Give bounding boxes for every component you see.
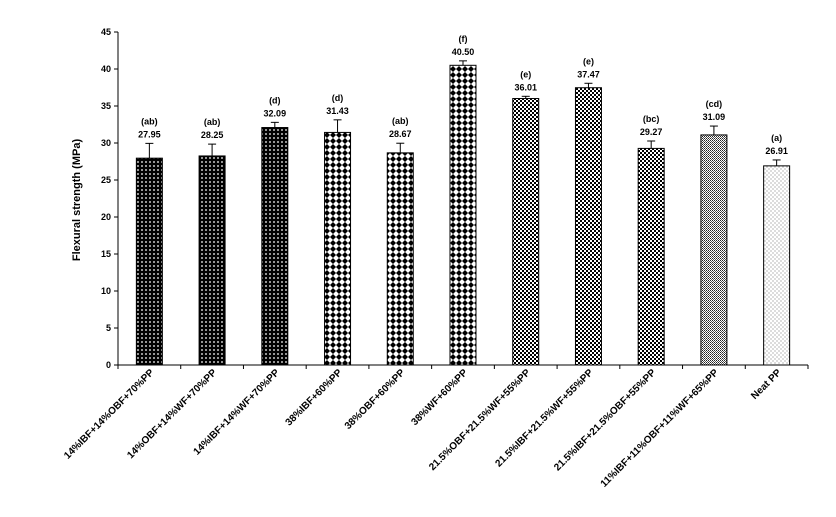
group-label: (cd) bbox=[706, 99, 723, 109]
bar bbox=[198, 155, 226, 366]
group-label: (ab) bbox=[141, 116, 158, 126]
y-tick-label: 5 bbox=[106, 323, 111, 333]
bar bbox=[261, 127, 289, 366]
bar bbox=[449, 64, 477, 366]
group-label: (d) bbox=[269, 95, 281, 105]
data-label: 31.09 bbox=[703, 112, 726, 122]
y-axis: 0 5 10 15 20 25 30 35 40 45 bbox=[101, 27, 119, 370]
bar bbox=[700, 134, 728, 366]
bar bbox=[324, 131, 352, 366]
y-axis-title: Flexural strength (MPa) bbox=[71, 139, 83, 262]
y-tick-label: 10 bbox=[101, 286, 111, 296]
data-label: 36.01 bbox=[514, 82, 537, 92]
group-label: (ab) bbox=[204, 117, 221, 127]
bar-series bbox=[135, 60, 791, 366]
y-tick-label: 30 bbox=[101, 138, 111, 148]
group-label: (a) bbox=[771, 133, 782, 143]
group-label: (ab) bbox=[392, 116, 409, 126]
y-tick-label: 15 bbox=[101, 249, 111, 259]
data-label: 28.67 bbox=[389, 129, 412, 139]
y-tick-label: 40 bbox=[101, 64, 111, 74]
data-label: 31.43 bbox=[326, 106, 349, 116]
bar bbox=[512, 98, 540, 366]
category-label: 38%WF+60%PP bbox=[409, 367, 470, 428]
data-label: 29.27 bbox=[640, 127, 663, 137]
y-axis-title-group: Flexural strength (MPa) bbox=[71, 139, 83, 262]
data-label: 27.95 bbox=[138, 129, 161, 139]
y-tick-label: 25 bbox=[101, 175, 111, 185]
bar bbox=[386, 152, 414, 366]
group-label: (e) bbox=[520, 69, 531, 79]
group-label: (d) bbox=[332, 93, 344, 103]
data-label: 28.25 bbox=[201, 130, 224, 140]
data-label: 40.50 bbox=[452, 47, 475, 57]
y-tick-label: 45 bbox=[101, 27, 111, 37]
y-tick-label: 20 bbox=[101, 212, 111, 222]
y-tick-label: 0 bbox=[106, 360, 111, 370]
data-label: 26.91 bbox=[765, 146, 788, 156]
bar bbox=[763, 165, 791, 366]
group-label: (e) bbox=[583, 56, 594, 66]
bar bbox=[637, 147, 665, 366]
bar bbox=[574, 87, 602, 366]
data-label: 37.47 bbox=[577, 69, 600, 79]
category-labels: 14%IBF+14%OBF+70%PP14%OBF+14%WF+70%PP14%… bbox=[62, 367, 784, 490]
category-label: 38%IBF+60%PP bbox=[284, 367, 345, 428]
bar bbox=[135, 157, 163, 366]
category-label: 38%OBF+60%PP bbox=[343, 367, 408, 432]
category-label: 21.5%IBF+21.5%OBF+55%PP bbox=[552, 367, 658, 473]
y-tick-label: 35 bbox=[101, 101, 111, 111]
data-labels: 27.95 (ab) 28.25 (ab) 32.09 (d) 31.43 (d) 28.67 (… bbox=[138, 34, 788, 156]
group-label: (bc) bbox=[643, 114, 660, 124]
category-label: Neat PP bbox=[749, 367, 784, 402]
category-label: 21.5%OBF+21.5%WF+55%PP bbox=[427, 367, 533, 473]
data-label: 32.09 bbox=[264, 108, 287, 118]
group-label: (f) bbox=[459, 34, 468, 44]
category-label: 11%IBF+11%OBF+11%WF+65%PP bbox=[599, 367, 722, 490]
